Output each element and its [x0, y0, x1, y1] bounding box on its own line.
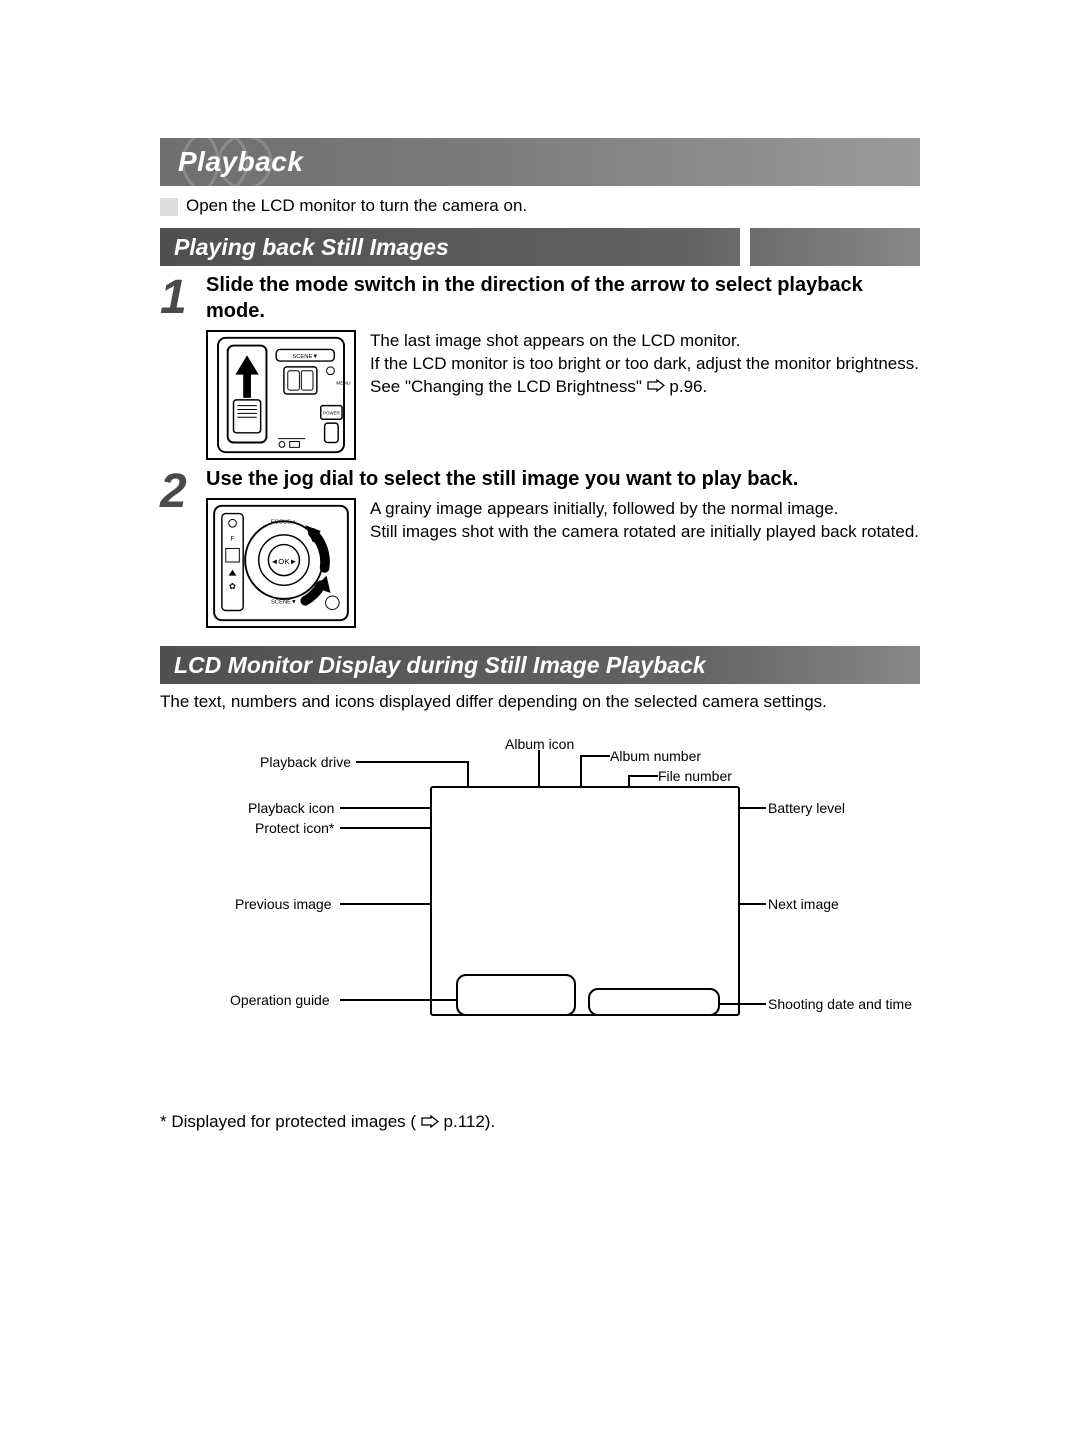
menu-label: MENU	[336, 380, 351, 386]
intro-marker	[160, 198, 178, 216]
step-1-description: The last image shot appears on the LCD m…	[370, 330, 919, 460]
step-1-number: 1	[160, 274, 206, 460]
section-heading-2: LCD Monitor Display during Still Image P…	[160, 646, 920, 684]
step2-line1: A grainy image appears initially, follow…	[370, 499, 838, 518]
label-file-number: File number	[658, 768, 732, 784]
step1-line1: The last image shot appears on the LCD m…	[370, 331, 740, 350]
chapter-title: Playback	[178, 146, 303, 178]
intro-row: Open the LCD monitor to turn the camera …	[160, 196, 920, 216]
svg-text:FOCUS▲: FOCUS▲	[271, 519, 297, 525]
step-2-illustration: F ✿ ◄OK► FOCUS▲ SCENE▼	[206, 498, 356, 628]
step-2-number: 2	[160, 468, 206, 628]
svg-text:SCENE▼: SCENE▼	[271, 600, 297, 606]
step1-pageref: p.96.	[669, 377, 707, 396]
svg-text:✿: ✿	[229, 581, 237, 591]
label-battery-level: Battery level	[768, 800, 845, 816]
section-heading-2-text: LCD Monitor Display during Still Image P…	[174, 652, 706, 679]
power-label: POWER	[323, 410, 339, 415]
step-1: 1 Slide the mode switch in the direction…	[160, 272, 920, 460]
step-1-title: Slide the mode switch in the direction o…	[206, 272, 920, 324]
section2-intro: The text, numbers and icons displayed di…	[160, 692, 920, 712]
step2-line2: Still images shot with the camera rotate…	[370, 522, 919, 541]
page: Playback Open the LCD monitor to turn th…	[160, 138, 920, 1133]
intro-text: Open the LCD monitor to turn the camera …	[186, 196, 527, 216]
lcd-diagram: Playback drive Album icon Album number F…	[160, 736, 920, 1106]
label-album-number: Album number	[610, 748, 701, 764]
step-2: 2 Use the jog dial to select the still i…	[160, 466, 920, 628]
arrow-right-icon	[647, 376, 665, 399]
label-next-image: Next image	[768, 896, 839, 912]
label-album-icon: Album icon	[505, 736, 574, 752]
footnote-prefix: * Displayed for protected images (	[160, 1112, 416, 1131]
footnote-page: p.112).	[444, 1112, 496, 1131]
section-heading-1-text: Playing back Still Images	[174, 234, 449, 261]
label-playback-drive: Playback drive	[260, 754, 351, 770]
label-shooting-date: Shooting date and time	[768, 996, 912, 1012]
section-heading-1: Playing back Still Images	[160, 228, 920, 266]
step1-line3: See "Changing the LCD Brightness"	[370, 377, 642, 396]
step-2-title: Use the jog dial to select the still ima…	[206, 466, 920, 492]
arrow-right-icon	[421, 1113, 439, 1133]
footnote: * Displayed for protected images ( p.112…	[160, 1112, 920, 1133]
scene-label: SCENE▼	[292, 354, 318, 360]
svg-text:F: F	[230, 536, 234, 543]
label-previous-image: Previous image	[235, 896, 332, 912]
svg-text:◄OK►: ◄OK►	[271, 557, 298, 566]
step-2-description: A grainy image appears initially, follow…	[370, 498, 919, 628]
date-time-box	[588, 988, 720, 1016]
label-playback-icon: Playback icon	[248, 800, 334, 816]
chapter-title-bar: Playback	[160, 138, 920, 186]
label-operation-guide: Operation guide	[230, 992, 330, 1008]
label-protect-icon: Protect icon*	[255, 820, 334, 836]
operation-guide-box	[456, 974, 576, 1016]
step1-line2: If the LCD monitor is too bright or too …	[370, 354, 919, 373]
section-bar-gap	[740, 228, 750, 266]
step-1-illustration: SCENE▼ MENU POWER	[206, 330, 356, 460]
